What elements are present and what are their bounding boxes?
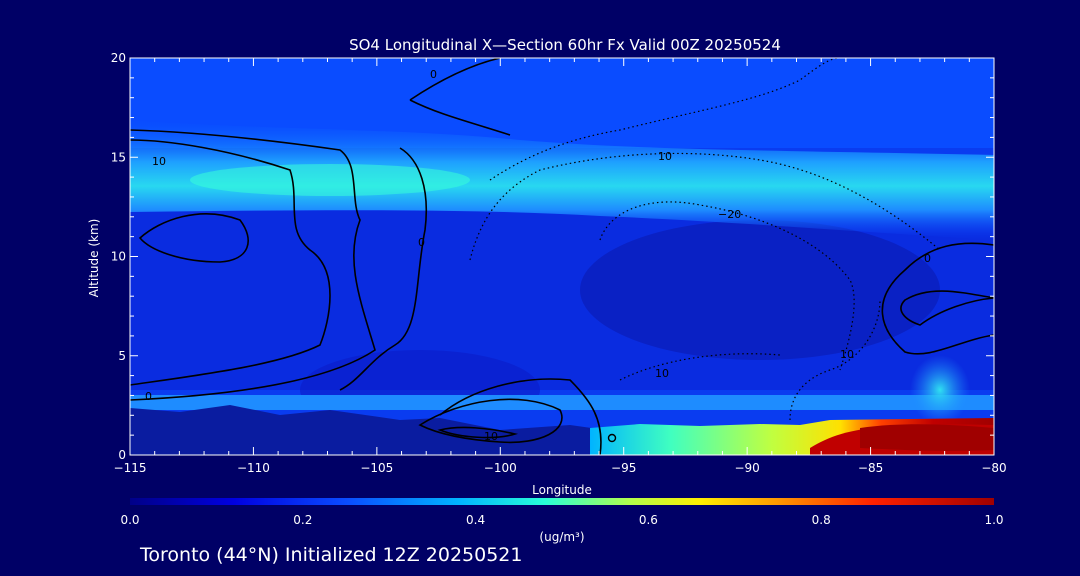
y-axis-label: Altitude (km): [87, 219, 101, 298]
colorbar-ticks: 0.0 0.2 0.4 0.6 0.8 1.0: [120, 513, 1003, 527]
y-axis-ticks: 0 5 10 15 20: [111, 51, 994, 462]
svg-text:0: 0: [145, 390, 152, 403]
svg-text:0: 0: [924, 252, 931, 265]
y-tick-label: 5: [118, 349, 126, 363]
colorbar-tick-label: 1.0: [984, 513, 1003, 527]
x-axis-label: Longitude: [532, 483, 592, 497]
x-tick-label: −115: [114, 461, 147, 475]
x-axis-ticks: −115 −110 −105 −100 −95 −90 −85 −80: [114, 58, 1007, 475]
svg-text:−20: −20: [718, 208, 741, 221]
x-tick-label: −105: [360, 461, 393, 475]
colorbar-unit-label: (ug/m³): [539, 530, 584, 544]
x-tick-label: −80: [981, 461, 1006, 475]
y-tick-label: 10: [111, 250, 126, 264]
chart-title: SO4 Longitudinal X—Section 60hr Fx Valid…: [349, 36, 781, 54]
colorbar-tick-label: 0.6: [639, 513, 658, 527]
svg-text:10: 10: [484, 430, 498, 443]
colorbar-tick-label: 0.8: [812, 513, 831, 527]
svg-text:10: 10: [655, 367, 669, 380]
x-tick-label: −95: [611, 461, 636, 475]
x-tick-label: −110: [237, 461, 270, 475]
svg-text:10: 10: [152, 155, 166, 168]
svg-text:0: 0: [430, 68, 437, 81]
svg-text:10: 10: [840, 348, 854, 361]
colorbar-tick-label: 0.4: [466, 513, 485, 527]
x-tick-label: −90: [734, 461, 759, 475]
colorbar: [130, 498, 994, 505]
svg-text:10: 10: [658, 150, 672, 163]
x-tick-label: −85: [858, 461, 883, 475]
y-tick-label: 15: [111, 150, 126, 164]
colorbar-tick-label: 0.2: [293, 513, 312, 527]
y-tick-label: 20: [111, 51, 126, 65]
colorbar-tick-label: 0.0: [120, 513, 139, 527]
svg-text:0: 0: [418, 236, 425, 249]
y-tick-label: 0: [118, 448, 126, 462]
x-tick-label: −100: [484, 461, 517, 475]
concentration-field: [130, 58, 994, 455]
contour-lines: 10 0 0 0 10 10 −20 10 10 0: [130, 58, 994, 455]
footer-initialization-text: Toronto (44°N) Initialized 12Z 20250521: [139, 544, 523, 566]
